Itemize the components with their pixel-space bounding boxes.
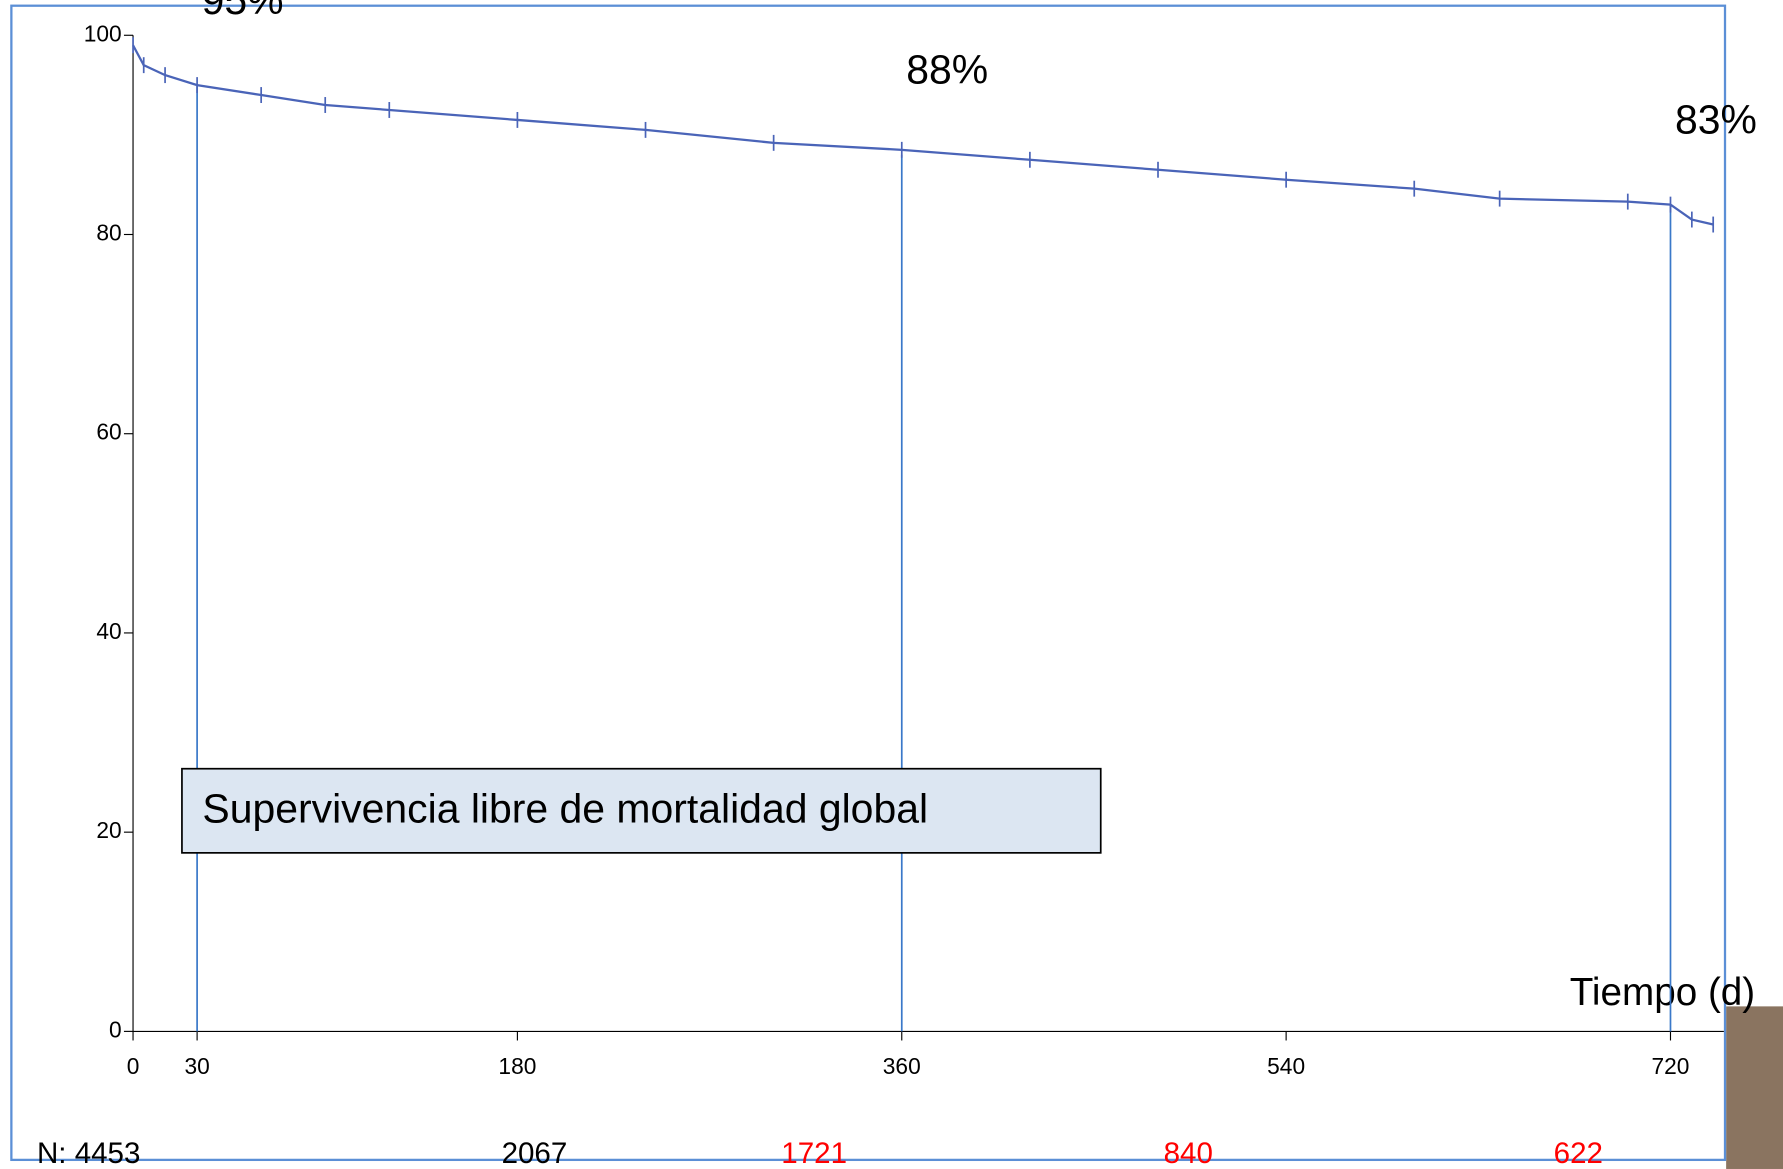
y-tick-label: 0 xyxy=(109,1016,122,1042)
at-risk-count: 840 xyxy=(1164,1137,1213,1169)
legend-text: Supervivencia libre de mortalidad global xyxy=(202,786,928,832)
x-tick-label: 30 xyxy=(184,1053,209,1079)
frame xyxy=(10,4,1727,1162)
x-tick-label: 360 xyxy=(883,1053,921,1079)
x-tick-label: 540 xyxy=(1267,1053,1305,1079)
x-tick-label: 720 xyxy=(1652,1053,1690,1079)
at-risk-count: 2067 xyxy=(502,1137,568,1169)
x-tick-label: 180 xyxy=(498,1053,536,1079)
y-tick-label: 40 xyxy=(96,618,121,644)
y-tick-label: 60 xyxy=(96,419,121,445)
at-risk-count: N: 4453 xyxy=(37,1137,141,1169)
survival-curve xyxy=(132,44,1714,226)
y-tick-label: 100 xyxy=(84,20,122,46)
annotation: 95% xyxy=(202,0,284,23)
photo-fragment xyxy=(1726,1006,1783,1169)
at-risk-count: 1721 xyxy=(781,1137,847,1169)
legend-box xyxy=(181,767,1102,854)
x-axis-label: Tiempo (d) xyxy=(1570,971,1755,1014)
x-tick-label: 0 xyxy=(127,1053,140,1079)
annotation: 88% xyxy=(906,47,988,93)
annotation: 83% xyxy=(1675,97,1757,143)
at-risk-count: 622 xyxy=(1554,1137,1603,1169)
y-tick-label: 20 xyxy=(96,817,121,843)
y-tick-label: 80 xyxy=(96,219,121,245)
